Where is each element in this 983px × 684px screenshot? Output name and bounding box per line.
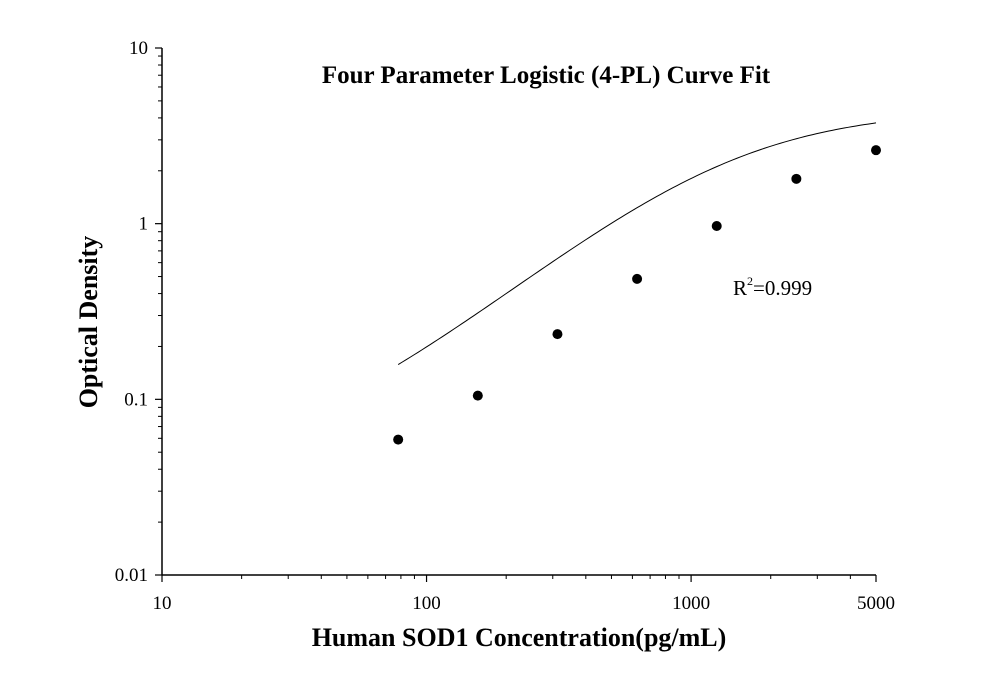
chart-title: Four Parameter Logistic (4-PL) Curve Fit bbox=[322, 62, 771, 89]
x-tick-label: 100 bbox=[412, 593, 441, 614]
data-point bbox=[632, 273, 643, 284]
data-point bbox=[552, 329, 563, 340]
y-tick-label: 10 bbox=[129, 38, 148, 59]
data-points bbox=[393, 145, 881, 445]
y-axis-label: Optical Density bbox=[74, 236, 103, 409]
r-squared-annotation: R2=0.999 bbox=[733, 274, 812, 300]
r-squared-value: =0.999 bbox=[753, 276, 812, 300]
data-point bbox=[393, 434, 404, 445]
x-axis-label: Human SOD1 Concentration(pg/mL) bbox=[312, 623, 727, 652]
y-axis-ticks: 0.01 0.1 1 10 bbox=[115, 38, 162, 586]
r-squared-base: R bbox=[733, 276, 747, 300]
y-tick-label: 0.01 bbox=[115, 565, 148, 586]
data-point bbox=[791, 173, 802, 184]
fit-curve bbox=[397, 122, 877, 365]
data-point bbox=[711, 220, 722, 231]
x-tick-label: 5000 bbox=[857, 593, 895, 614]
data-point bbox=[871, 145, 881, 156]
r-squared-superscript: 2 bbox=[747, 274, 753, 288]
axes bbox=[161, 48, 876, 576]
x-axis-ticks: 10 100 1000 5000 bbox=[153, 575, 895, 614]
x-tick-label: 1000 bbox=[672, 593, 710, 614]
x-tick-label: 10 bbox=[153, 593, 172, 614]
y-tick-label: 0.1 bbox=[124, 389, 148, 410]
data-point bbox=[472, 390, 483, 401]
y-tick-label: 1 bbox=[139, 214, 149, 235]
